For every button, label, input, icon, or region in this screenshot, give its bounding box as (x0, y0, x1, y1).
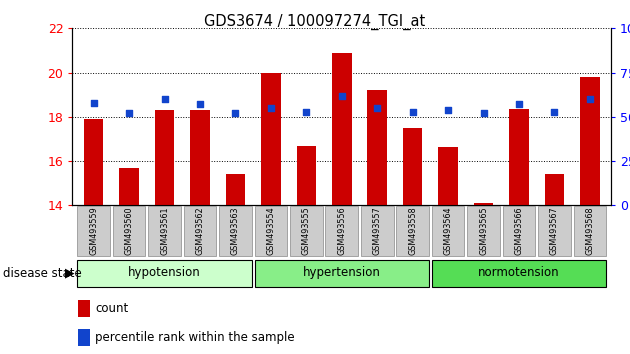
Point (479, 110, 489, 116)
FancyBboxPatch shape (573, 206, 606, 256)
Text: GSM493555: GSM493555 (302, 207, 311, 255)
Text: GSM493564: GSM493564 (444, 207, 452, 255)
Point (231, 110, 241, 116)
Bar (120, 168, 139, 205)
Text: GSM493561: GSM493561 (160, 207, 169, 255)
Point (372, 105, 382, 111)
Text: ▶: ▶ (65, 267, 74, 280)
FancyBboxPatch shape (77, 206, 110, 256)
Bar (297, 145, 316, 205)
Point (195, 102, 205, 107)
Bar (84, 119, 103, 205)
FancyBboxPatch shape (219, 206, 252, 256)
Text: GSM493554: GSM493554 (266, 207, 275, 255)
Text: disease state: disease state (3, 267, 82, 280)
Bar (190, 110, 210, 205)
Point (89, 100, 99, 105)
Text: normotension: normotension (478, 266, 560, 279)
Point (301, 109, 311, 114)
FancyBboxPatch shape (396, 206, 429, 256)
Text: GSM493556: GSM493556 (337, 207, 346, 255)
FancyBboxPatch shape (503, 206, 536, 256)
Text: GSM493567: GSM493567 (550, 207, 559, 255)
Text: GSM493559: GSM493559 (89, 207, 98, 255)
FancyBboxPatch shape (113, 206, 146, 256)
Text: GSM493560: GSM493560 (125, 207, 134, 255)
FancyBboxPatch shape (77, 260, 252, 287)
Bar (403, 128, 422, 205)
Bar (509, 109, 529, 205)
FancyBboxPatch shape (184, 206, 216, 256)
FancyBboxPatch shape (290, 206, 323, 256)
Text: GSM493563: GSM493563 (231, 207, 240, 255)
Text: GSM493565: GSM493565 (479, 207, 488, 255)
Point (585, 96, 595, 102)
Point (408, 109, 418, 114)
Point (549, 109, 559, 114)
Text: GDS3674 / 100097274_TGI_at: GDS3674 / 100097274_TGI_at (204, 14, 426, 30)
Text: hypertension: hypertension (303, 266, 381, 279)
Bar (226, 175, 245, 205)
Text: GSM493558: GSM493558 (408, 207, 417, 255)
Point (514, 102, 524, 107)
Text: count: count (95, 302, 129, 315)
Bar (438, 147, 458, 205)
Point (159, 96, 169, 102)
Point (336, 93, 346, 98)
Bar (155, 110, 175, 205)
Text: GSM493568: GSM493568 (585, 207, 594, 255)
Point (266, 105, 276, 111)
Bar (474, 203, 493, 205)
Bar (332, 53, 352, 205)
FancyBboxPatch shape (255, 206, 287, 256)
Text: hypotension: hypotension (129, 266, 201, 279)
Text: GSM493566: GSM493566 (515, 207, 524, 255)
Point (443, 107, 453, 113)
Bar (78, 300, 89, 316)
Text: GSM493557: GSM493557 (373, 207, 382, 255)
Bar (78, 330, 89, 346)
FancyBboxPatch shape (148, 206, 181, 256)
Text: GSM493562: GSM493562 (195, 207, 205, 255)
FancyBboxPatch shape (467, 206, 500, 256)
Text: percentile rank within the sample: percentile rank within the sample (95, 331, 295, 344)
FancyBboxPatch shape (432, 206, 464, 256)
Bar (545, 175, 564, 205)
Bar (580, 77, 600, 205)
FancyBboxPatch shape (326, 206, 358, 256)
Bar (261, 73, 280, 205)
FancyBboxPatch shape (255, 260, 429, 287)
FancyBboxPatch shape (432, 260, 606, 287)
FancyBboxPatch shape (538, 206, 571, 256)
Point (124, 110, 134, 116)
FancyBboxPatch shape (361, 206, 394, 256)
Bar (367, 90, 387, 205)
